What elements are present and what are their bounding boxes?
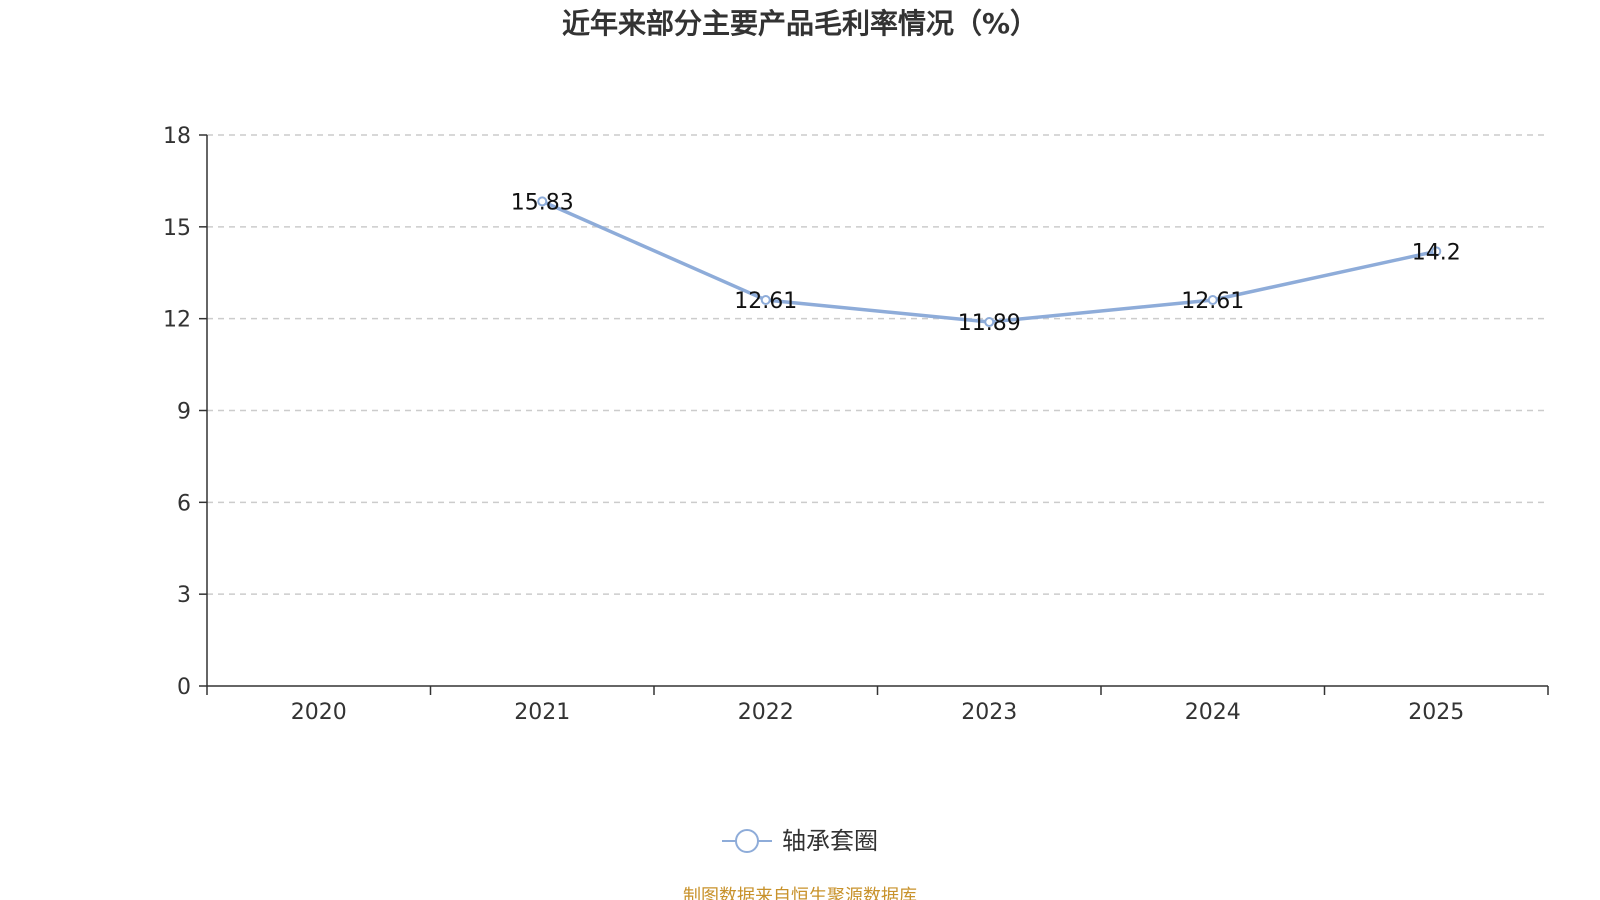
data-point: [1207, 294, 1218, 305]
data-label: 15.83: [511, 190, 574, 215]
axes: 0 3 6 9 12 15 18 2020 2021 2022 2023 2024 2025: [163, 124, 1549, 725]
data-label: 12.61: [734, 289, 797, 314]
data-labels: 15.83 12.61 11.89 12.61 14.2: [511, 190, 1461, 336]
y-tick-label: 6: [177, 491, 191, 516]
data-label: 11.89: [958, 311, 1021, 336]
data-label: 12.61: [1181, 289, 1244, 314]
x-tick-label: 2023: [961, 700, 1017, 725]
data-point: [537, 196, 548, 207]
grid-lines: [207, 134, 1548, 595]
y-tick-label: 18: [163, 124, 191, 149]
data-label: 14.2: [1412, 240, 1461, 265]
x-tick-label: 2024: [1185, 700, 1241, 725]
y-tick-label: 3: [177, 583, 191, 608]
legend[interactable]: 轴承套圈: [0, 824, 1600, 865]
series-layer: [537, 196, 1442, 328]
x-tick-label: 2021: [514, 700, 570, 725]
y-tick-label: 0: [177, 675, 191, 700]
series-line: [541, 199, 1437, 324]
data-point: [1431, 246, 1442, 257]
y-tick-label: 9: [177, 400, 191, 425]
data-point: [984, 317, 995, 328]
legend-label: 轴承套圈: [782, 827, 878, 855]
x-tick-label: 2022: [738, 700, 794, 725]
data-point: [760, 294, 771, 305]
x-tick-label: 2020: [291, 700, 347, 725]
y-tick-label: 15: [163, 216, 191, 241]
source-note: 制图数据来自恒生聚源数据库: [683, 886, 917, 900]
legend-line-circle-icon: [722, 829, 772, 853]
chart-title: 近年来部分主要产品毛利率情况（%）: [561, 7, 1039, 40]
y-tick-label: 12: [163, 308, 191, 333]
x-tick-label: 2025: [1408, 700, 1464, 725]
